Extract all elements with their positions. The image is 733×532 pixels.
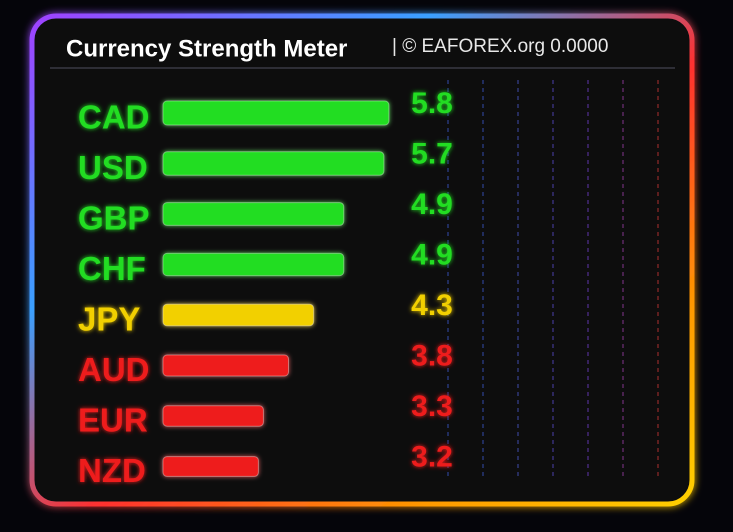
- value-label: 4.3: [411, 289, 453, 322]
- category-label: EUR: [78, 402, 148, 439]
- category-label: GBP: [78, 200, 150, 237]
- value-label: 5.8: [411, 87, 453, 120]
- category-label: CHF: [78, 250, 146, 287]
- bar: [162, 405, 264, 427]
- chart-subtitle: | © EAFOREX.org 0.0000: [392, 36, 608, 57]
- category-label: JPY: [78, 301, 140, 338]
- bar: [162, 456, 259, 477]
- category-label: NZD: [78, 452, 146, 489]
- bar: [162, 202, 345, 226]
- bar: [162, 100, 390, 126]
- bar: [162, 354, 289, 377]
- category-label: AUD: [78, 351, 150, 388]
- bar: [162, 303, 315, 327]
- value-label: 5.7: [411, 137, 453, 170]
- value-label: 4.9: [411, 238, 453, 271]
- panel: [29, 13, 695, 507]
- category-label: USD: [78, 149, 148, 186]
- chart-title: Currency Strength Meter: [66, 35, 347, 62]
- bar: [162, 151, 385, 176]
- bar: [162, 252, 345, 277]
- value-label: 4.9: [411, 188, 453, 221]
- value-label: 3.8: [411, 339, 453, 372]
- value-label: 3.3: [411, 390, 453, 423]
- category-label: CAD: [78, 99, 150, 136]
- decorative-grid: [447, 80, 659, 480]
- value-label: 3.2: [411, 440, 453, 473]
